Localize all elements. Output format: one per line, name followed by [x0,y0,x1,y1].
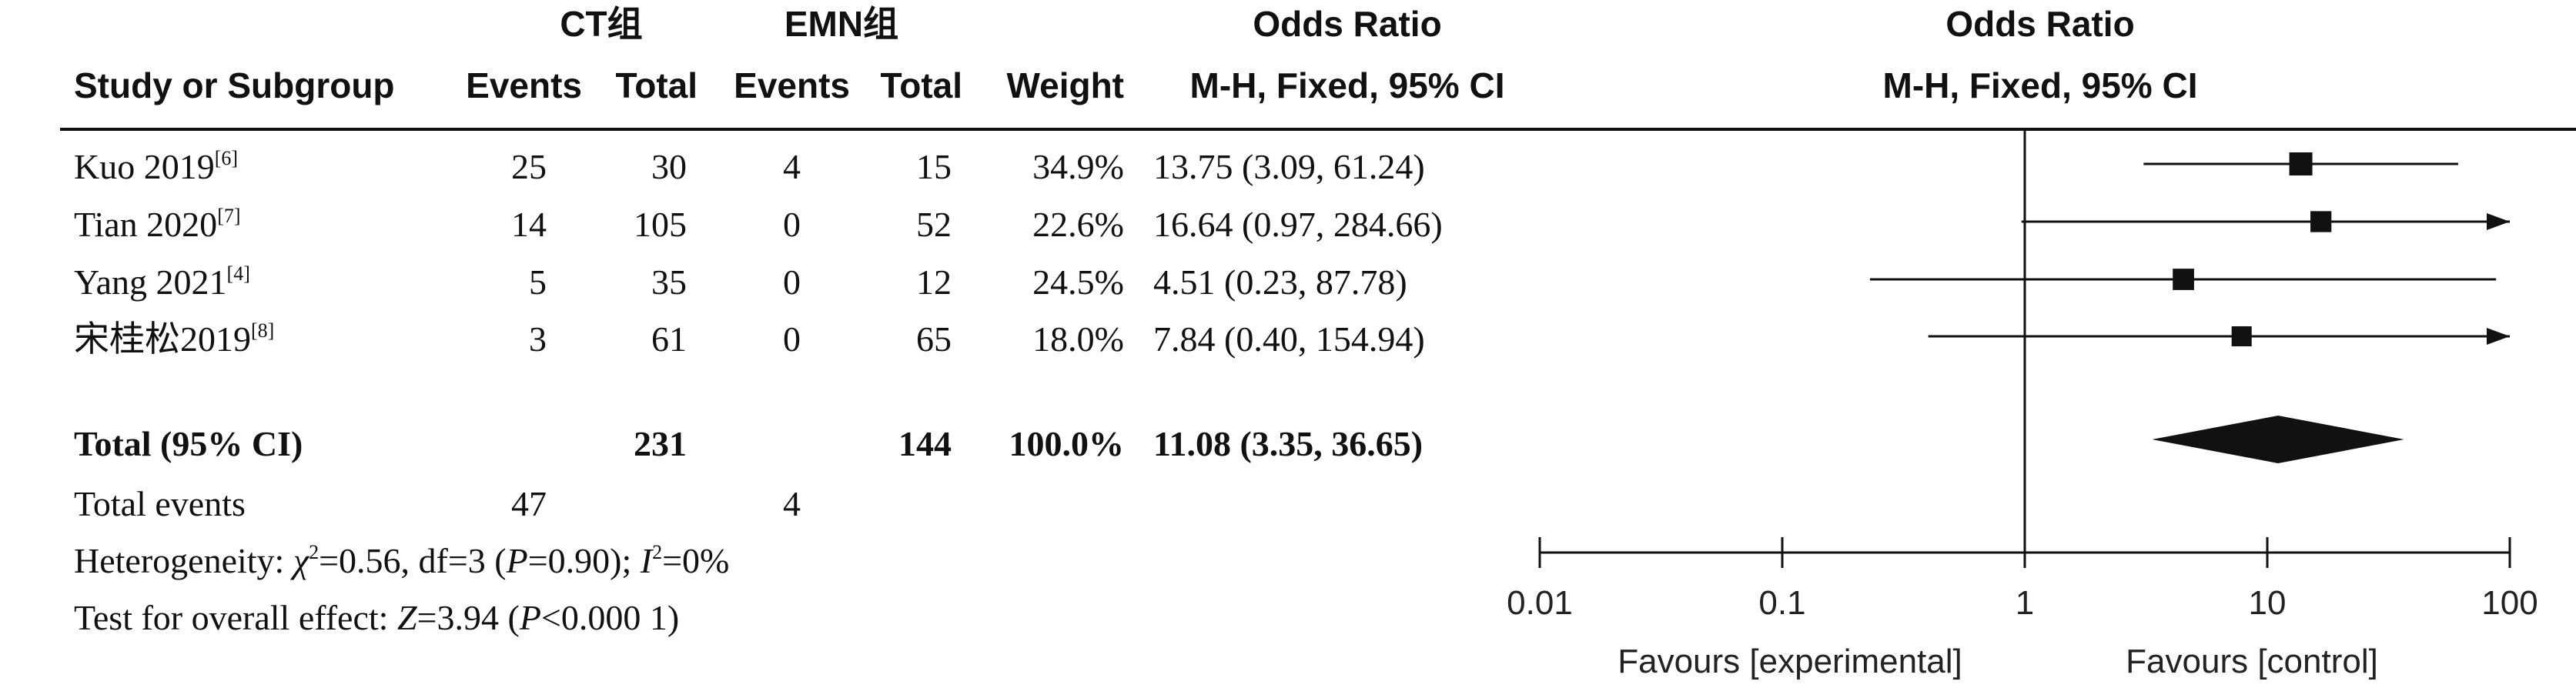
study-ref: [8] [251,319,275,342]
group2-header: EMN组 [784,4,899,44]
total2-header: Total [880,65,962,105]
events2-cell: 0 [783,205,801,244]
total-events-label: Total events [74,484,246,523]
weight-header: Weight [1006,65,1124,105]
x-tick-label: 100 [2481,584,2538,622]
pooled-diamond [2152,416,2404,463]
point-estimate [2289,152,2313,175]
study-col-header: Study or Subgroup [74,65,395,105]
or-table-header: Odds Ratio [1253,4,1442,44]
study-name: Tian 2020[7] [74,205,241,244]
study-name: Kuo 2019[6] [74,147,239,186]
point-estimate [2173,269,2194,290]
total1-cell: 231 [634,424,687,463]
total2-cell: 52 [916,205,952,244]
ci-cell: 11.08 (3.35, 36.65) [1153,424,1423,463]
total2-cell: 65 [916,319,952,359]
study-ref: [7] [217,205,241,227]
study-ref: [4] [226,262,250,285]
ci-cell: 7.84 (0.40, 154.94) [1153,319,1425,359]
events1-header: Events [466,65,582,105]
header-rule [60,128,2576,131]
total1-header: Total [615,65,698,105]
heterogeneity-text: Heterogeneity: χ2=0.56, df=3 (P=0.90); I… [74,541,730,580]
group1-header: CT组 [560,4,643,44]
total1-cell: 30 [651,147,687,186]
or-plot-header: Odds Ratio [1945,4,2135,44]
method-table-header: M-H, Fixed, 95% CI [1189,65,1505,105]
weight-cell: 24.5% [1032,262,1124,302]
x-tick-label: 0.01 [1507,584,1573,622]
total2-cell: 144 [898,424,952,463]
method-plot-header: M-H, Fixed, 95% CI [1882,65,2198,105]
x-tick-label: 1 [2016,584,2034,622]
ci-arrow [2487,328,2510,345]
x-tick-label: 10 [2249,584,2287,622]
events2-cell: 4 [783,484,801,523]
favours-right-label: Favours [control] [2126,643,2378,680]
weight-cell: 34.9% [1032,147,1124,186]
events2-cell: 4 [783,147,801,186]
study-name: Yang 2021[4] [74,262,250,302]
events1-cell: 47 [511,484,547,523]
total1-cell: 35 [651,262,687,302]
ci-arrow [2487,213,2510,230]
ci-cell: 16.64 (0.97, 284.66) [1153,205,1443,244]
point-estimate [2231,326,2252,347]
weight-cell: 22.6% [1032,205,1124,244]
x-tick-label: 0.1 [1758,584,1805,622]
events2-cell: 0 [783,319,801,359]
ci-cell: 4.51 (0.23, 87.78) [1153,262,1407,302]
total2-cell: 12 [916,262,952,302]
study-ref: [6] [214,147,239,169]
events1-cell: 14 [511,205,547,244]
favours-left-label: Favours [experimental] [1618,643,1962,680]
point-estimate [2310,211,2332,232]
weight-cell: 18.0% [1032,319,1124,359]
total-label: Total (95% CI) [74,424,303,463]
events1-cell: 3 [529,319,547,359]
events1-cell: 5 [529,262,547,302]
total2-cell: 15 [916,147,952,186]
study-name: 宋桂松2019[8] [74,319,275,359]
ci-cell: 13.75 (3.09, 61.24) [1153,147,1425,186]
events1-cell: 25 [511,147,547,186]
total1-cell: 61 [651,319,687,359]
total1-cell: 105 [634,205,687,244]
weight-cell: 100.0% [1009,424,1125,463]
overall-effect-text: Test for overall effect: Z=3.94 (P<0.000… [74,598,680,637]
events2-header: Events [734,65,850,105]
plot-layer: 0.01 0.1 1 10 100 Favours [experimental] Favou… [1507,131,2538,680]
events2-cell: 0 [783,262,801,302]
